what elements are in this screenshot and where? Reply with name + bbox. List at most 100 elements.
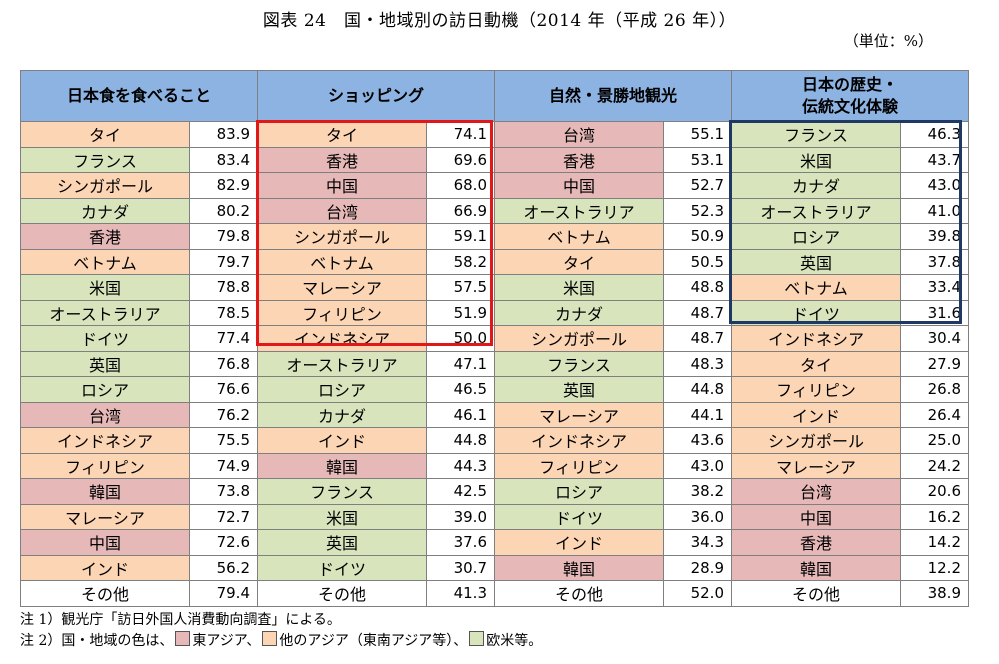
value-cell: 36.0 xyxy=(663,503,732,530)
column-header: 自然・景勝地観光 xyxy=(494,70,732,122)
country-cell: 香港 xyxy=(20,223,190,250)
country-cell: インド xyxy=(257,427,427,454)
country-cell: 中国 xyxy=(257,172,427,199)
country-cell: 英国 xyxy=(731,248,901,275)
country-cell: インドネシア xyxy=(20,427,190,454)
country-cell: 香港 xyxy=(494,146,664,173)
value-cell: 50.9 xyxy=(663,223,732,250)
table-row: 英国 76.8 オーストラリア 47.1 フランス 48.3 タイ 27.9 xyxy=(20,350,969,377)
value-cell: 68.0 xyxy=(426,172,495,199)
country-cell: インドネシア xyxy=(257,325,427,352)
value-cell: 52.0 xyxy=(663,580,732,607)
country-cell: フィリピン xyxy=(20,452,190,479)
table-row: 中国 72.6 英国 37.6 インド 34.3 香港 14.2 xyxy=(20,529,969,556)
value-cell: 38.9 xyxy=(900,580,969,607)
value-cell: 47.1 xyxy=(426,350,495,377)
country-cell: カナダ xyxy=(20,197,190,224)
country-cell: オーストラリア xyxy=(257,350,427,377)
note-2: 注 2）国・地域の色は、 東アジア、 他のアジア（東南アジア等）、 欧米等。 xyxy=(20,631,543,649)
east-asia-swatch xyxy=(175,631,191,646)
country-cell: フランス xyxy=(494,350,664,377)
value-cell: 38.2 xyxy=(663,478,732,505)
country-cell: マレーシア xyxy=(731,452,901,479)
value-cell: 74.9 xyxy=(189,452,258,479)
country-cell: 韓国 xyxy=(20,478,190,505)
value-cell: 58.2 xyxy=(426,248,495,275)
value-cell: 24.2 xyxy=(900,452,969,479)
table-row: ベトナム 79.7 ベトナム 58.2 タイ 50.5 英国 37.8 xyxy=(20,248,969,275)
table-row: タイ 83.9 タイ 74.1 台湾 55.1 フランス 46.3 xyxy=(20,121,969,148)
value-cell: 16.2 xyxy=(900,503,969,530)
country-cell: 英国 xyxy=(20,350,190,377)
value-cell: 56.2 xyxy=(189,554,258,581)
country-cell: カナダ xyxy=(257,401,427,428)
country-cell: 中国 xyxy=(731,503,901,530)
country-cell: マレーシア xyxy=(257,274,427,301)
value-cell: 83.4 xyxy=(189,146,258,173)
value-cell: 43.0 xyxy=(900,172,969,199)
value-cell: 79.8 xyxy=(189,223,258,250)
country-cell: フィリピン xyxy=(257,299,427,326)
value-cell: 73.8 xyxy=(189,478,258,505)
country-cell: オーストラリア xyxy=(494,197,664,224)
footnotes: 注 1）観光庁「訪日外国人消費動向調査」による。 注 2）国・地域の色は、 東アジ… xyxy=(20,610,542,652)
value-cell: 26.4 xyxy=(900,401,969,428)
country-cell: シンガポール xyxy=(494,325,664,352)
value-cell: 48.7 xyxy=(663,299,732,326)
value-cell: 43.7 xyxy=(900,146,969,173)
table-row: ドイツ 77.4 インドネシア 50.0 シンガポール 48.7 インドネシア 30.4 xyxy=(20,325,969,352)
country-cell: タイ xyxy=(257,121,427,148)
value-cell: 82.9 xyxy=(189,172,258,199)
value-cell: 25.0 xyxy=(900,427,969,454)
value-cell: 44.8 xyxy=(426,427,495,454)
country-cell: 台湾 xyxy=(494,121,664,148)
country-cell: ドイツ xyxy=(20,325,190,352)
country-cell: 韓国 xyxy=(257,452,427,479)
value-cell: 43.0 xyxy=(663,452,732,479)
country-cell: その他 xyxy=(20,580,190,607)
country-cell: カナダ xyxy=(494,299,664,326)
value-cell: 80.2 xyxy=(189,197,258,224)
west-swatch xyxy=(469,631,485,646)
visit-motive-table: 日本食を食べること ショッピング 自然・景勝地観光 日本の歴史・ 伝統文化体験 タ… xyxy=(20,70,969,607)
column-header: 日本の歴史・ 伝統文化体験 xyxy=(731,70,969,122)
value-cell: 31.6 xyxy=(900,299,969,326)
value-cell: 44.8 xyxy=(663,376,732,403)
country-cell: シンガポール xyxy=(20,172,190,199)
table-row: 香港 79.8 シンガポール 59.1 ベトナム 50.9 ロシア 39.8 xyxy=(20,223,969,250)
value-cell: 76.6 xyxy=(189,376,258,403)
value-cell: 79.7 xyxy=(189,248,258,275)
country-cell: その他 xyxy=(494,580,664,607)
value-cell: 51.9 xyxy=(426,299,495,326)
value-cell: 12.2 xyxy=(900,554,969,581)
value-cell: 46.5 xyxy=(426,376,495,403)
value-cell: 66.9 xyxy=(426,197,495,224)
unit-label: （単位：%） xyxy=(843,32,933,50)
value-cell: 74.1 xyxy=(426,121,495,148)
country-cell: 米国 xyxy=(731,146,901,173)
country-cell: タイ xyxy=(20,121,190,148)
page-title: 図表 24 国・地域別の訪日動機（2014 年（平成 26 年）） xyxy=(262,11,737,31)
value-cell: 48.8 xyxy=(663,274,732,301)
country-cell: ベトナム xyxy=(494,223,664,250)
country-cell: ロシア xyxy=(257,376,427,403)
value-cell: 26.8 xyxy=(900,376,969,403)
table-row: フランス 83.4 香港 69.6 香港 53.1 米国 43.7 xyxy=(20,146,969,173)
table-row: マレーシア 72.7 米国 39.0 ドイツ 36.0 中国 16.2 xyxy=(20,503,969,530)
country-cell: ベトナム xyxy=(20,248,190,275)
country-cell: 韓国 xyxy=(494,554,664,581)
country-cell: その他 xyxy=(731,580,901,607)
country-cell: 米国 xyxy=(20,274,190,301)
country-cell: 中国 xyxy=(20,529,190,556)
country-cell: シンガポール xyxy=(257,223,427,250)
country-cell: マレーシア xyxy=(20,503,190,530)
country-cell: インドネシア xyxy=(494,427,664,454)
other-asia-swatch xyxy=(262,631,278,646)
table-row: ロシア 76.6 ロシア 46.5 英国 44.8 フィリピン 26.8 xyxy=(20,376,969,403)
country-cell: 台湾 xyxy=(257,197,427,224)
country-cell: フィリピン xyxy=(494,452,664,479)
table-row: 台湾 76.2 カナダ 46.1 マレーシア 44.1 インド 26.4 xyxy=(20,401,969,428)
country-cell: 米国 xyxy=(257,503,427,530)
column-header: ショッピング xyxy=(257,70,495,122)
column-header: 日本食を食べること xyxy=(20,70,258,122)
